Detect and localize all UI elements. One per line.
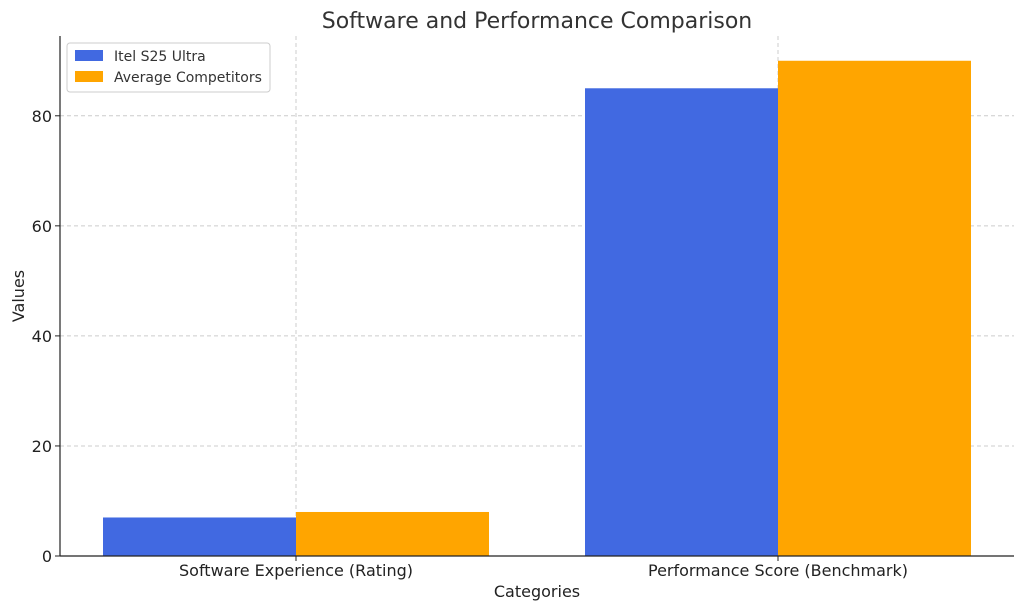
- legend-box: [66, 42, 271, 93]
- chart-title: Software and Performance Comparison: [322, 9, 752, 34]
- y-tick-label: 80: [32, 107, 52, 126]
- y-tick-label: 60: [32, 217, 52, 236]
- x-axis-label: Categories: [494, 582, 580, 601]
- y-tick-label: 20: [32, 437, 52, 456]
- legend-label: Average Competitors: [114, 70, 262, 86]
- bar-itel-s25-ultra-1: [585, 88, 778, 556]
- bars: [103, 60, 971, 557]
- y-tick-label: 40: [32, 327, 52, 346]
- x-ticks: Software Experience (Rating) Performance …: [179, 556, 908, 580]
- legend-swatch: [75, 50, 103, 61]
- legend: Itel S25 Ultra Average Competitors: [66, 42, 271, 93]
- bar-average-competitors-1: [778, 60, 971, 557]
- x-tick-label: Performance Score (Benchmark): [648, 561, 908, 580]
- y-axis-label: Values: [9, 270, 28, 322]
- y-tick-label: 0: [42, 547, 52, 566]
- legend-swatch: [75, 71, 103, 82]
- bar-average-competitors-0: [296, 511, 489, 556]
- y-ticks: 0 20 40 60 80: [32, 107, 60, 566]
- legend-label: Itel S25 Ultra: [114, 49, 206, 65]
- axes: [59, 36, 1014, 557]
- bar-itel-s25-ultra-0: [103, 517, 296, 556]
- x-tick-label: Software Experience (Rating): [179, 561, 413, 580]
